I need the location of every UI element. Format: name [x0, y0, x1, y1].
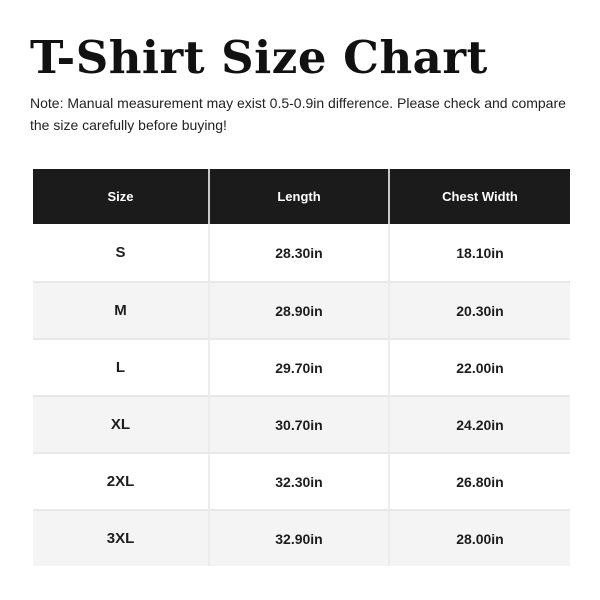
cell-chest-width: 20.30in [390, 281, 570, 338]
cell-size: 3XL [33, 509, 210, 566]
cell-length: 28.90in [210, 281, 390, 338]
table-row: S 28.30in 18.10in [33, 224, 570, 281]
cell-length: 32.30in [210, 452, 390, 509]
table-header-row: Size Length Chest Width [33, 169, 570, 224]
column-header-length: Length [210, 169, 390, 224]
cell-chest-width: 24.20in [390, 395, 570, 452]
cell-chest-width: 28.00in [390, 509, 570, 566]
table-row: 3XL 32.90in 28.00in [33, 509, 570, 566]
cell-size: L [33, 338, 210, 395]
cell-size: S [33, 224, 210, 281]
cell-chest-width: 26.80in [390, 452, 570, 509]
cell-length: 29.70in [210, 338, 390, 395]
table-row: M 28.90in 20.30in [33, 281, 570, 338]
size-chart-table: Size Length Chest Width S 28.30in 18.10i… [33, 169, 570, 566]
cell-length: 32.90in [210, 509, 390, 566]
cell-chest-width: 22.00in [390, 338, 570, 395]
page-title: T-Shirt Size Chart [30, 31, 488, 84]
cell-chest-width: 18.10in [390, 224, 570, 281]
table-row: 2XL 32.30in 26.80in [33, 452, 570, 509]
cell-size: 2XL [33, 452, 210, 509]
note-text: Note: Manual measurement may exist 0.5-0… [30, 95, 566, 133]
cell-size: XL [33, 395, 210, 452]
table-row: XL 30.70in 24.20in [33, 395, 570, 452]
table-row: L 29.70in 22.00in [33, 338, 570, 395]
cell-length: 28.30in [210, 224, 390, 281]
cell-size: M [33, 281, 210, 338]
cell-length: 30.70in [210, 395, 390, 452]
column-header-size: Size [33, 169, 210, 224]
column-header-chest-width: Chest Width [390, 169, 570, 224]
